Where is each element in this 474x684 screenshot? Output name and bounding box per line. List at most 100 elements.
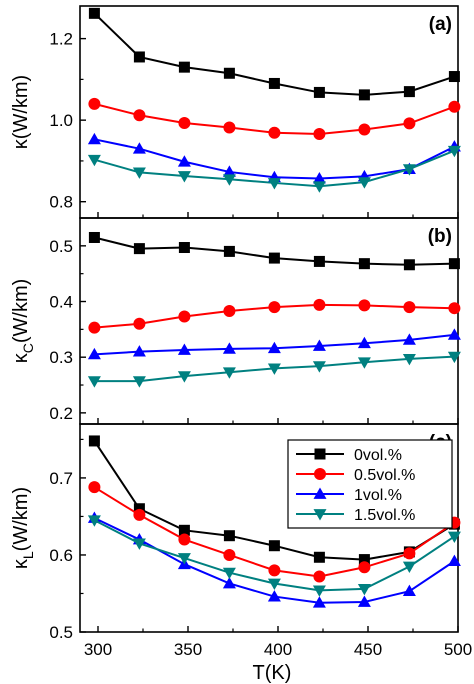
- data-point-1-5vol--: [132, 376, 146, 388]
- data-point-0vol--: [448, 71, 460, 83]
- y-tick-label: 0.5: [49, 623, 73, 642]
- data-point-0vol--: [133, 243, 145, 255]
- data-point-0vol--: [313, 86, 325, 98]
- data-point-1vol--: [402, 333, 416, 345]
- x-tick-label: 500: [444, 640, 472, 659]
- legend-marker-1-5vol--: [313, 509, 327, 521]
- data-point-0-5vol--: [403, 547, 416, 560]
- legend-marker-1vol--: [313, 487, 327, 499]
- data-point-0vol--: [133, 503, 145, 515]
- data-point-0-5vol--: [448, 100, 461, 113]
- data-point-0vol--: [178, 242, 190, 254]
- data-point-0-5vol--: [448, 302, 461, 315]
- data-point-0vol--: [88, 7, 100, 19]
- legend-label-1vol--: 1vol.%: [354, 487, 402, 504]
- x-tick-label: 350: [174, 640, 202, 659]
- data-point-1-5vol--: [87, 376, 101, 388]
- data-point-0vol--: [268, 77, 280, 89]
- y-tick-label: 0.5: [49, 237, 73, 256]
- data-point-0vol--: [313, 551, 325, 563]
- data-point-0vol--: [403, 86, 415, 98]
- x-tick-label: 450: [354, 640, 382, 659]
- data-point-1vol--: [177, 343, 191, 355]
- y-axis-title: κ(W/km): [10, 75, 32, 149]
- data-point-1-5vol--: [132, 538, 146, 550]
- y-tick-label: 0.2: [49, 404, 73, 423]
- data-point-1vol--: [222, 165, 236, 177]
- data-point-1vol--: [447, 554, 461, 567]
- legend-label-0-5vol--: 0.5vol.%: [354, 467, 415, 484]
- data-point-0vol--: [358, 89, 370, 101]
- data-point-0-5vol--: [313, 128, 326, 141]
- data-point-1-5vol--: [267, 363, 281, 375]
- data-point-0-5vol--: [403, 301, 416, 314]
- data-point-1vol--: [132, 142, 146, 154]
- data-point-0vol--: [268, 540, 280, 552]
- data-point-0-5vol--: [268, 301, 281, 314]
- data-point-1vol--: [267, 590, 281, 602]
- y-tick-label: 0.4: [49, 293, 73, 312]
- data-point-1-5vol--: [222, 567, 236, 580]
- data-point-1-5vol--: [267, 178, 281, 190]
- data-point-1vol--: [357, 595, 371, 607]
- data-point-0vol--: [88, 435, 100, 447]
- data-point-1vol--: [312, 339, 326, 351]
- data-point-1vol--: [402, 584, 416, 597]
- y-tick-label: 1.2: [49, 30, 73, 49]
- data-point-0-5vol--: [313, 570, 326, 583]
- y-axis-title: κL(W/km): [10, 487, 36, 569]
- data-point-0vol--: [448, 258, 460, 270]
- data-point-0-5vol--: [403, 117, 416, 130]
- data-point-0-5vol--: [358, 123, 371, 136]
- data-point-1-5vol--: [177, 553, 191, 565]
- data-point-0-5vol--: [178, 310, 191, 323]
- data-point-1vol--: [222, 342, 236, 354]
- data-point-1-5vol--: [357, 357, 371, 369]
- data-point-0vol--: [358, 554, 370, 566]
- legend-marker-0-5vol--: [314, 468, 326, 480]
- data-point-1vol--: [177, 155, 191, 167]
- data-point-1-5vol--: [177, 371, 191, 383]
- y-tick-label: 0.3: [49, 348, 73, 367]
- data-point-0-5vol--: [133, 317, 146, 330]
- data-point-0-5vol--: [268, 126, 281, 139]
- data-point-1-5vol--: [402, 561, 416, 574]
- y-axis-title: κC(W/km): [10, 279, 36, 364]
- data-point-1-5vol--: [132, 167, 146, 179]
- data-point-0vol--: [88, 231, 100, 243]
- data-point-1-5vol--: [357, 583, 371, 596]
- data-point-1-5vol--: [312, 181, 326, 193]
- data-point-0vol--: [313, 255, 325, 267]
- data-point-0-5vol--: [358, 561, 371, 574]
- data-point-1vol--: [357, 336, 371, 349]
- data-point-1-5vol--: [357, 177, 371, 189]
- data-point-1-5vol--: [87, 515, 101, 527]
- data-point-0vol--: [223, 245, 235, 257]
- data-point-0-5vol--: [358, 299, 371, 312]
- data-point-1-5vol--: [177, 171, 191, 183]
- data-point-1-5vol--: [447, 351, 461, 364]
- data-point-0-5vol--: [223, 548, 236, 561]
- data-point-0-5vol--: [223, 304, 236, 317]
- data-point-1vol--: [267, 341, 281, 354]
- data-point-0vol--: [133, 51, 145, 63]
- data-point-1-5vol--: [447, 145, 461, 158]
- panel-a: 0.8 1.0 1.2 (a) κ(W/km): [10, 5, 461, 219]
- data-point-1vol--: [87, 132, 101, 145]
- data-point-0-5vol--: [88, 321, 101, 334]
- legend-label-0vol--: 0vol.%: [354, 447, 402, 464]
- data-point-1-5vol--: [87, 154, 101, 167]
- data-point-1-5vol--: [222, 367, 236, 379]
- data-point-1vol--: [87, 347, 101, 360]
- data-point-0vol--: [403, 259, 415, 271]
- legend: 0vol.% 0.5vol.% 1vol.% 1.5vol.%: [287, 439, 453, 529]
- data-point-0-5vol--: [223, 121, 236, 134]
- data-point-1-5vol--: [222, 174, 236, 186]
- data-point-0vol--: [358, 258, 370, 270]
- data-point-0vol--: [178, 61, 190, 73]
- y-tick-label: 0.6: [49, 546, 73, 565]
- panel-c: 0.50.60.7(c)κL(W/km)0vol.%0.5vol.%1vol.%…: [10, 423, 472, 659]
- data-point-1-5vol--: [447, 531, 461, 543]
- data-point-0vol--: [178, 524, 190, 536]
